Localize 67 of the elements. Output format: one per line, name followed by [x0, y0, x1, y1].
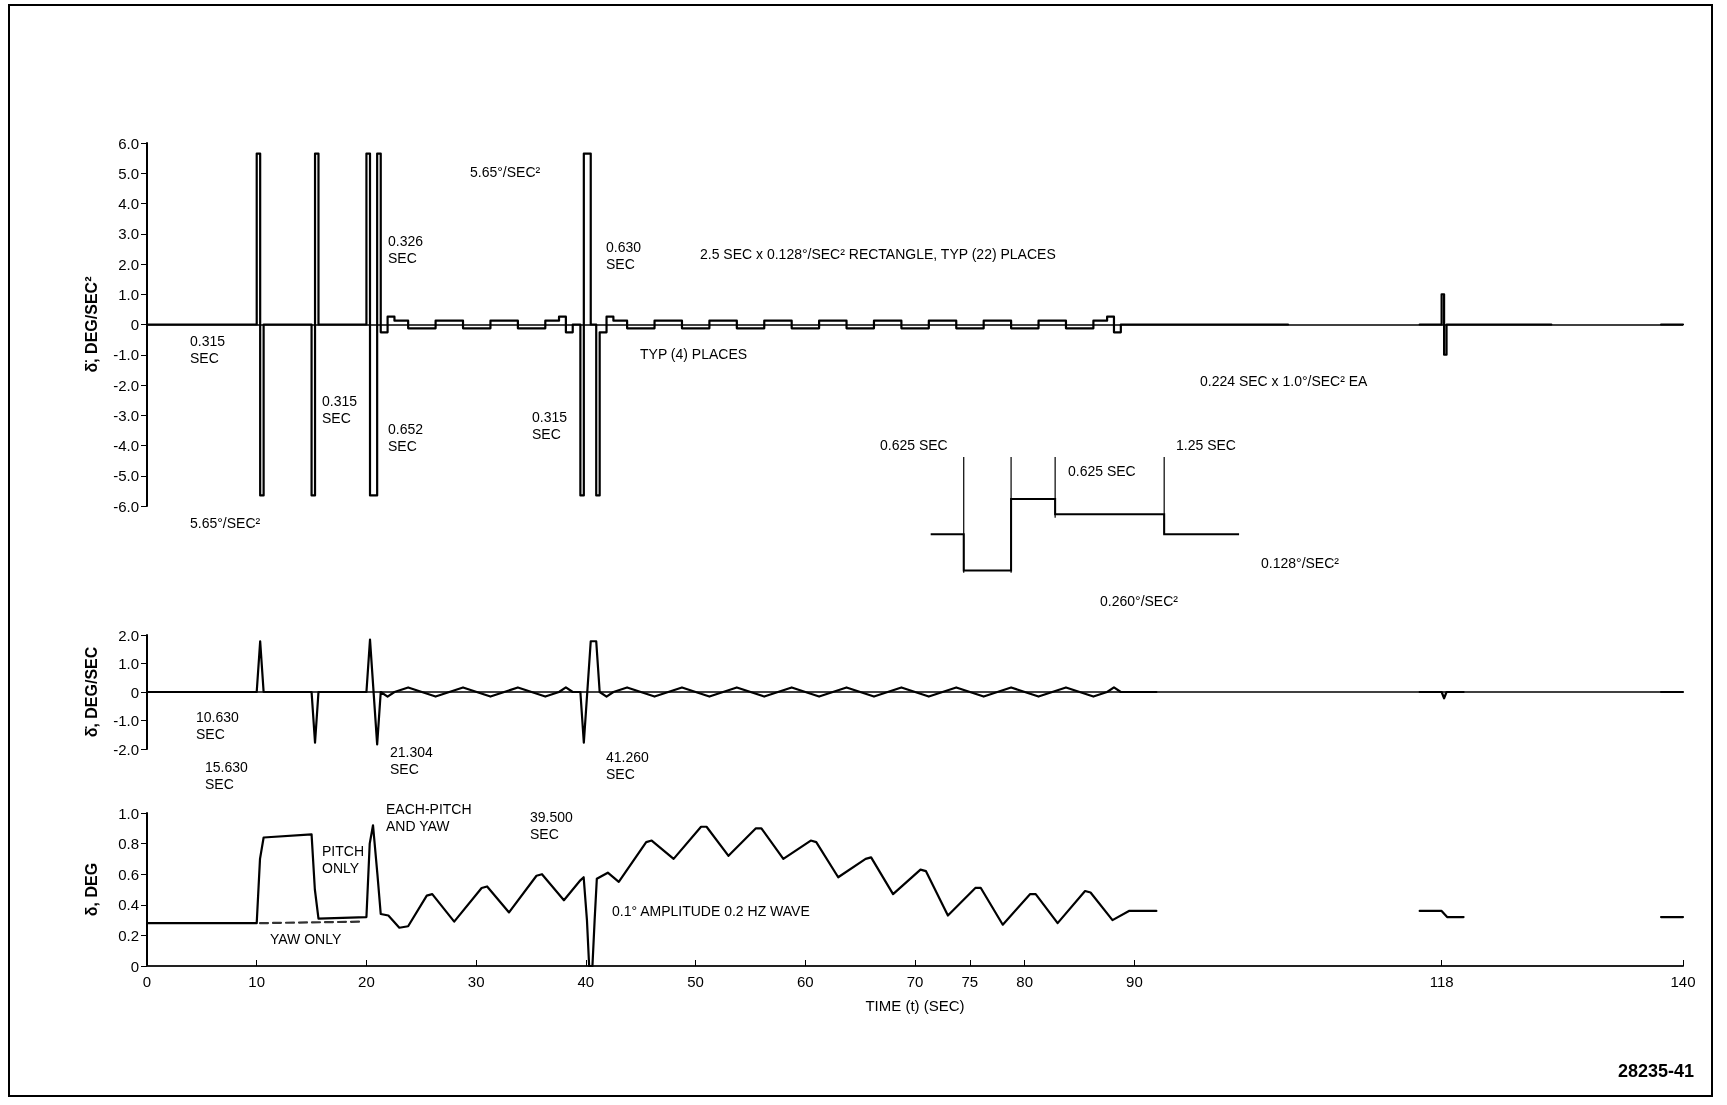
annotation: 1.25 SEC	[1176, 436, 1236, 453]
y-tick-label: 0.2	[118, 926, 139, 944]
y-tick-label: -2.0	[113, 740, 139, 758]
y-tick-label: 1.0	[118, 285, 139, 303]
y-tick-label: 0.4	[118, 896, 139, 914]
x-tick-label: 90	[1126, 973, 1143, 990]
y-tick-label: -1.0	[113, 712, 139, 729]
annotation: PITCH ONLY	[322, 842, 364, 876]
y-tick-label: 0	[130, 683, 139, 701]
y-tick-label: 4.0	[118, 195, 139, 212]
annotation: 0.315 SEC	[532, 408, 568, 442]
y-tick-label: 6.0	[118, 134, 139, 152]
annotation: 0.625 SEC	[880, 436, 948, 453]
y-tick-label: 2.0	[118, 626, 139, 644]
y-tick-label: 0	[130, 957, 139, 975]
annotation: 0.1° AMPLITUDE 0.2 HZ WAVE	[612, 902, 810, 919]
y-tick-label: -6.0	[113, 497, 139, 515]
annotation: 0.224 SEC x 1.0°/SEC² EA	[1200, 372, 1369, 389]
annotation: TYP (4) PLACES	[640, 345, 748, 362]
y-tick-label: -2.0	[113, 376, 139, 394]
text: 28235-41	[1617, 1061, 1695, 1081]
x-tick-label: 80	[1016, 973, 1034, 990]
x-tick-label: 20	[358, 973, 375, 990]
y-tick-label: -4.0	[113, 437, 139, 454]
annotation: 2.5 SEC x 0.128°/SEC² RECTANGLE, TYP (22) PLACES	[700, 245, 1056, 262]
x-tick-label: 30	[467, 973, 485, 990]
x-tick-label: 60	[796, 973, 814, 990]
text: 15.630 SEC	[205, 758, 249, 792]
y-axis-title: δ̇, DEG/SEC	[82, 646, 100, 738]
x-tick-label: 75	[961, 973, 979, 990]
x-tick-label: 40	[577, 973, 595, 990]
annotation: 41.260 SEC	[606, 748, 650, 782]
y-tick-label: 5.0	[118, 164, 139, 182]
y-tick-label: -1.0	[113, 346, 139, 364]
annotation: 0.652 SEC	[388, 420, 424, 454]
y-tick-label: 0.8	[118, 835, 139, 853]
y-tick-label: -5.0	[113, 467, 139, 485]
x-tick-label: 140	[1670, 973, 1696, 990]
annotation: YAW ONLY	[270, 930, 342, 947]
x-tick-label: 10	[248, 973, 266, 990]
text: 0.260°/SEC²	[1100, 592, 1179, 609]
x-axis-title: TIME (t) (SEC)	[865, 997, 965, 1014]
y-tick-label: 2.0	[118, 255, 139, 273]
x-tick-label: 50	[687, 973, 704, 990]
y-tick-label: 3.0	[118, 225, 139, 243]
annotation: 21.304 SEC	[390, 743, 434, 777]
y-tick-label: -3.0	[113, 406, 139, 424]
annotation: 0.315 SEC	[190, 332, 226, 366]
annotation: 0.625 SEC	[1068, 462, 1136, 479]
y-tick-label: 1.0	[118, 655, 139, 672]
y-tick-label: 0	[130, 316, 139, 333]
y-axis-title: δ, DEG	[82, 862, 100, 917]
annotation: 10.630 SEC	[196, 708, 240, 742]
annotation: 39.500 SEC	[530, 808, 574, 842]
y-axis-title: δ̈, DEG/SEC²	[82, 276, 100, 373]
y-tick-label: 0.6	[118, 865, 139, 883]
x-tick-label: 118	[1429, 973, 1454, 990]
text: 5.65°/SEC²	[190, 514, 261, 531]
x-tick-label: 0	[142, 973, 152, 990]
x-tick-label: 70	[906, 973, 924, 990]
annotation: 0.630 SEC	[606, 238, 642, 272]
annotation: EACH-PITCH AND YAW	[386, 800, 472, 834]
annotation: 0.315 SEC	[322, 392, 358, 426]
annotation: 0.326 SEC	[388, 232, 424, 266]
annotation: 5.65°/SEC²	[470, 163, 541, 180]
text: 0.128°/SEC²	[1261, 554, 1340, 571]
y-tick-label: 1.0	[118, 804, 139, 822]
